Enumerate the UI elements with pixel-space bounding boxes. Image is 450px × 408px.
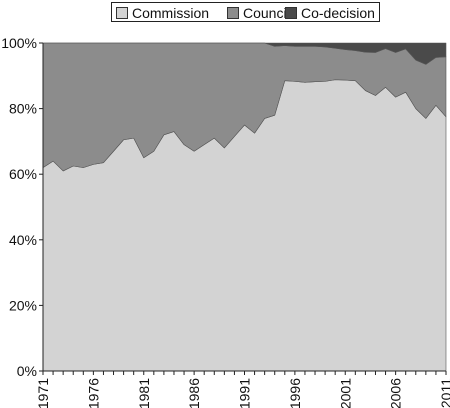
x-tick-label: 2006	[388, 378, 404, 408]
legend-swatch-commission	[116, 6, 128, 19]
x-tick-label: 1981	[136, 378, 152, 408]
y-tick-label: 40%	[9, 232, 37, 248]
legend-label-co-decision: Co-decision	[301, 4, 375, 21]
legend-swatch-council	[227, 6, 239, 19]
x-tick-label: 2001	[337, 378, 353, 408]
legend: Commission Council Co-decision	[111, 2, 380, 22]
y-tick-label: 0%	[17, 363, 37, 379]
y-tick-label: 80%	[9, 101, 37, 117]
legend-label-commission: Commission	[132, 4, 210, 21]
x-tick-label: 2011	[438, 378, 450, 408]
y-tick-label: 100%	[1, 35, 37, 51]
x-tick-label: 1991	[237, 378, 253, 408]
area-co-decision	[42, 42, 447, 65]
legend-item-council: Council	[227, 4, 290, 21]
x-tick-label: 1986	[186, 378, 202, 408]
y-tick-label: 60%	[9, 166, 37, 182]
x-tick-label: 1976	[85, 378, 101, 408]
y-tick-label: 20%	[9, 297, 37, 313]
legend-item-commission: Commission	[116, 4, 210, 21]
legend-item-co-decision: Co-decision	[285, 4, 375, 21]
legend-label-council: Council	[243, 4, 290, 21]
legend-swatch-co-decision	[285, 6, 297, 19]
x-tick-label: 1971	[35, 378, 51, 408]
x-tick-label: 1996	[287, 378, 303, 408]
